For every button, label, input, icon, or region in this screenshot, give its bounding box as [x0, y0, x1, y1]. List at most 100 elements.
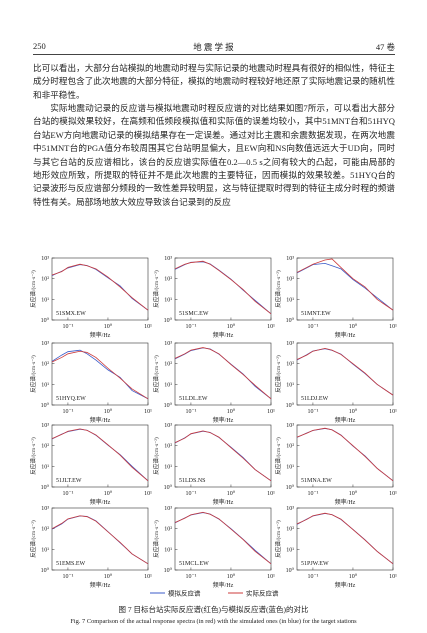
- x-axis-label: 频率/Hz: [90, 498, 111, 506]
- x-axis-label: 频率/Hz: [335, 498, 356, 506]
- x-tick-label: 10⁻¹: [62, 491, 73, 497]
- x-axis-label: 频率/Hz: [335, 581, 356, 589]
- x-tick-label: 10¹: [389, 574, 397, 580]
- y-tick-label: 10¹: [286, 547, 294, 553]
- x-tick-label: 10⁰: [104, 408, 113, 415]
- x-tick-label: 10⁰: [349, 408, 358, 415]
- x-axis-label: 频率/Hz: [213, 331, 234, 339]
- x-tick-label: 10⁻¹: [62, 409, 73, 415]
- y-axis-label: 反应谱/(cm·s⁻²): [152, 437, 160, 475]
- y-axis-label: 反应谱/(cm·s⁻²): [29, 270, 37, 308]
- x-tick-label: 10⁻¹: [307, 324, 318, 330]
- y-tick-label: 10³: [41, 423, 49, 429]
- y-tick-label: 10⁰: [286, 317, 295, 324]
- y-tick-label: 10¹: [41, 297, 49, 303]
- y-tick-label: 10²: [164, 444, 172, 450]
- station-label: 51LDL.EW: [179, 396, 208, 402]
- station-label: 51MCL.EW: [179, 561, 209, 567]
- x-tick-label: 10⁰: [227, 490, 236, 497]
- y-tick-label: 10⁰: [41, 317, 50, 324]
- y-tick-label: 10²: [164, 527, 172, 533]
- spectrum-line: [51, 515, 149, 565]
- y-axis-label: 反应谱/(cm·s⁻²): [152, 520, 160, 558]
- x-tick-label: 10⁰: [104, 323, 113, 330]
- caption: 图 7 目标台站实际反应谱(红色)与模拟反应谱(蓝色)的对比: [119, 604, 309, 614]
- x-tick-label: 10¹: [144, 324, 152, 330]
- x-tick-label: 10⁻¹: [185, 409, 196, 415]
- y-axis-label: 反应谱/(cm·s⁻²): [274, 437, 282, 475]
- y-tick-label: 10³: [41, 341, 49, 347]
- y-axis-label: 反应谱/(cm·s⁻²): [29, 437, 37, 475]
- y-tick-label: 10²: [164, 277, 172, 283]
- y-tick-label: 10³: [41, 506, 49, 512]
- y-tick-label: 10³: [164, 506, 172, 512]
- spectrum-line: [174, 430, 272, 482]
- plot-frame: [51, 424, 149, 488]
- x-tick-label: 10⁰: [104, 490, 113, 497]
- y-tick-label: 10⁰: [164, 484, 173, 491]
- spectrum-line: [296, 513, 394, 565]
- y-tick-label: 10²: [286, 362, 294, 368]
- y-tick-label: 10⁰: [41, 567, 50, 574]
- x-axis-label: 频率/Hz: [335, 331, 356, 339]
- spectrum-line: [296, 428, 394, 482]
- x-tick-label: 10⁰: [349, 490, 358, 497]
- plot-frame: [296, 342, 394, 406]
- y-axis-label: 反应谱/(cm·s⁻²): [152, 355, 160, 393]
- y-tick-label: 10³: [286, 256, 294, 262]
- y-tick-label: 10²: [286, 444, 294, 450]
- y-tick-label: 10²: [41, 527, 49, 533]
- x-tick-label: 10⁻¹: [307, 409, 318, 415]
- x-tick-label: 10⁻¹: [307, 491, 318, 497]
- y-tick-label: 10⁰: [164, 567, 173, 574]
- y-tick-label: 10¹: [286, 464, 294, 470]
- y-axis-label: 反应谱/(cm·s⁻²): [274, 355, 282, 393]
- station-label: 51HYQ.EW: [56, 396, 86, 402]
- station-label: 51LDS.NS: [179, 478, 206, 484]
- spectrum-line: [51, 428, 149, 482]
- spectrum-line: [51, 428, 149, 482]
- spectrum-line: [174, 511, 272, 565]
- station-label: 51MNT.EW: [301, 311, 331, 317]
- y-tick-label: 10²: [41, 444, 49, 450]
- y-tick-label: 10⁰: [164, 317, 173, 324]
- paragraph: 比可以看出，大部分台站模拟的地震动时程与实际记录的地震动时程具有很好的相似性，特…: [33, 63, 395, 100]
- station-label: 51EMS.EW: [56, 561, 86, 567]
- spectrum-line: [296, 262, 394, 311]
- x-tick-label: 10⁻¹: [307, 574, 318, 580]
- spectrum-line: [51, 349, 149, 400]
- y-tick-label: 10¹: [286, 382, 294, 388]
- station-label: 51MNA.EW: [301, 478, 332, 484]
- x-tick-label: 10⁻¹: [62, 324, 73, 330]
- y-tick-label: 10⁰: [164, 402, 173, 409]
- y-tick-label: 10³: [286, 423, 294, 429]
- y-tick-label: 10²: [164, 362, 172, 368]
- plot-frame: [51, 507, 149, 571]
- x-tick-label: 10⁻¹: [185, 491, 196, 497]
- x-axis-label: 频率/Hz: [90, 581, 111, 589]
- header-rule: [33, 54, 395, 55]
- y-tick-label: 10¹: [286, 297, 294, 303]
- x-axis-label: 频率/Hz: [335, 416, 356, 424]
- y-tick-label: 10¹: [164, 297, 172, 303]
- y-axis-label: 反应谱/(cm·s⁻²): [274, 270, 282, 308]
- spectrum-line: [174, 430, 272, 482]
- plot-frame: [51, 257, 149, 321]
- x-tick-label: 10¹: [144, 574, 152, 580]
- legend-label: 模拟反应谱: [168, 589, 201, 598]
- y-tick-label: 10³: [286, 341, 294, 347]
- x-tick-label: 10¹: [267, 574, 275, 580]
- plot-frame: [296, 507, 394, 571]
- y-tick-label: 10⁰: [286, 402, 295, 409]
- y-tick-label: 10¹: [41, 464, 49, 470]
- x-tick-label: 10⁻¹: [185, 324, 196, 330]
- y-tick-label: 10⁰: [286, 567, 295, 574]
- volume: 47 卷: [375, 42, 395, 52]
- spectrum-line: [296, 512, 394, 565]
- spectrum-line: [296, 258, 394, 311]
- x-tick-label: 10⁰: [227, 573, 236, 580]
- x-tick-label: 10⁰: [349, 323, 358, 330]
- y-tick-label: 10³: [164, 423, 172, 429]
- y-tick-label: 10¹: [41, 382, 49, 388]
- plot-frame: [296, 257, 394, 321]
